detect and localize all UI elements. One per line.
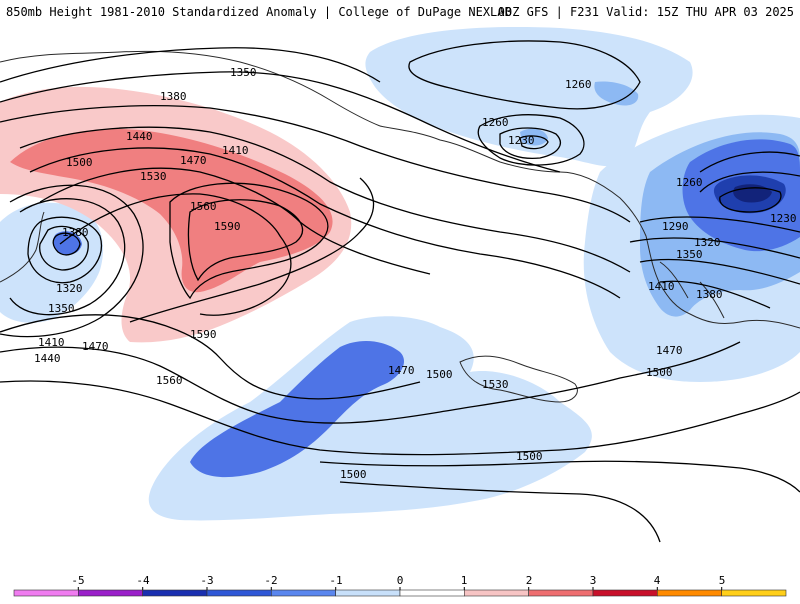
contour-label: 1410 [222,144,249,157]
colorbar-tick-label: -4 [136,574,150,587]
colorbar-tick-label: 3 [590,574,597,587]
colorbar-segment [657,590,721,596]
contour-label: 1440 [126,130,153,143]
chart-title: 850mb Height 1981-2010 Standardized Anom… [6,5,512,19]
colorbar-segment [14,590,78,596]
model-run-info: 00Z GFS | F231 Valid: 15Z THU APR 03 202… [498,5,794,19]
colorbar-segment [464,590,528,596]
contour-label: 1350 [48,302,75,315]
colorbar-segment [529,590,593,596]
contour-label: 1560 [156,374,183,387]
contour-label: 1470 [656,344,683,357]
contour-label: 1410 [648,280,675,293]
colorbar-tick-label: 0 [397,574,404,587]
colorbar-tick-label: 2 [526,574,533,587]
contour-label: 1230 [508,134,535,147]
contour-label: 1500 [426,368,453,381]
contour-label: 1380 [62,226,89,239]
colorbar-svg: -5 -4 -3 -2 -1 0 1 2 3 4 5 [0,570,800,600]
contour-label: 1470 [82,340,109,353]
contour-label: 1320 [56,282,83,295]
contour-label: 1260 [676,176,703,189]
colorbar: -5 -4 -3 -2 -1 0 1 2 3 4 5 [0,570,800,600]
colorbar-segments [14,587,786,596]
map-canvas: 1350 1380 1260 1260 1230 1440 1470 1410 … [0,22,800,570]
contour-label: 1530 [482,378,509,391]
colorbar-tick-label: -5 [71,574,84,587]
colorbar-tick-label: -1 [329,574,342,587]
contour-label: 1290 [662,220,689,233]
colorbar-segment [271,590,335,596]
colorbar-tick-label: 4 [654,574,661,587]
contour-label: 1350 [676,248,703,261]
contour-label: 1470 [180,154,207,167]
contour-label: 1500 [66,156,93,169]
colorbar-segment [207,590,271,596]
contour-label: 1260 [565,78,592,91]
contour-label: 1500 [340,468,367,481]
contour-label: 1590 [190,328,217,341]
colorbar-tick-label: 5 [719,574,726,587]
contour-label: 1350 [230,66,257,79]
contour-label: 1590 [214,220,241,233]
colorbar-segment [78,590,142,596]
colorbar-tick-label: -3 [200,574,213,587]
colorbar-segment [143,590,207,596]
contour-label: 1260 [482,116,509,129]
contour-label: 1380 [696,288,723,301]
contour-label: 1410 [38,336,65,349]
map-panel: 1350 1380 1260 1260 1230 1440 1470 1410 … [0,22,800,570]
colorbar-ticks: -5 -4 -3 -2 -1 0 1 2 3 4 5 [71,574,725,587]
colorbar-tick-label: -2 [264,574,277,587]
contour-label: 1560 [190,200,217,213]
colorbar-segment [336,590,400,596]
contour-label: 1500 [516,450,543,463]
contour-label: 1380 [160,90,187,103]
colorbar-segment [400,590,464,596]
colorbar-segment [593,590,657,596]
contour-label: 1230 [770,212,797,225]
contour-label: 1470 [388,364,415,377]
contour-label: 1500 [646,366,673,379]
header: 850mb Height 1981-2010 Standardized Anom… [0,0,800,22]
contour-label: 1530 [140,170,167,183]
colorbar-segment [722,590,786,596]
contour-label: 1440 [34,352,61,365]
colorbar-tick-label: 1 [461,574,468,587]
